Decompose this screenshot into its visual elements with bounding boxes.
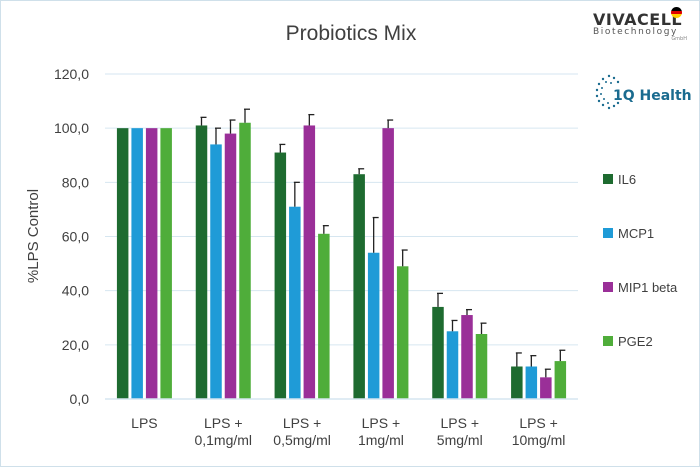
x-tick-label: 0,5mg/ml <box>273 432 331 448</box>
bar-pge2 <box>239 122 251 399</box>
legend-label: IL6 <box>618 172 636 187</box>
x-tick-label: 0,1mg/ml <box>194 432 252 448</box>
iq-health-logo: 1Q Health <box>593 70 693 114</box>
y-tick-label: 20,0 <box>62 337 89 353</box>
x-tick-label: 5mg/ml <box>437 432 483 448</box>
x-tick-label: 1mg/ml <box>358 432 404 448</box>
x-tick-label: LPS + <box>519 415 558 431</box>
bar-mip1-beta <box>461 315 473 399</box>
vivacell-logo-sub: Biotechnology <box>593 27 678 37</box>
x-tick-label: LPS + <box>204 415 243 431</box>
legend-swatch <box>603 228 613 238</box>
bar-il6 <box>195 125 208 399</box>
bar-mip1-beta <box>224 133 237 400</box>
legend-label: MCP1 <box>618 226 654 241</box>
legend-swatch <box>603 282 613 292</box>
bar-mcp1 <box>131 128 143 399</box>
legend-swatch <box>603 174 613 184</box>
bar-mcp1 <box>210 144 222 399</box>
legend-label: PGE2 <box>618 334 653 349</box>
y-tick-label: 60,0 <box>62 229 89 245</box>
bar-pge2 <box>160 128 172 399</box>
y-tick-label: 120,0 <box>54 66 89 82</box>
chart-title: Probiotics Mix <box>286 22 417 45</box>
bar-mip1-beta <box>382 128 394 399</box>
dotted-circle-icon <box>595 74 620 110</box>
bar-mcp1 <box>367 252 380 399</box>
bar-mip1-beta <box>540 377 552 399</box>
bar-pge2 <box>396 266 409 399</box>
x-tick-label: 10mg/ml <box>512 432 566 448</box>
y-tick-label: 100,0 <box>54 120 89 136</box>
x-tick-label: LPS + <box>440 415 479 431</box>
bar-mip1-beta <box>145 128 158 399</box>
legend-label: MIP1 beta <box>618 280 678 295</box>
bar-pge2 <box>554 361 567 399</box>
bar-mcp1 <box>525 366 538 399</box>
bar-il6 <box>116 128 129 399</box>
vivacell-logo-gmbh: GmbH <box>671 36 687 42</box>
vivacell-logo: VIVACELL Biotechnology GmbH <box>593 10 693 42</box>
german-flag-icon <box>671 7 682 18</box>
legend-swatch <box>603 336 613 346</box>
bar-pge2 <box>475 334 488 399</box>
x-tick-label: LPS <box>131 415 157 431</box>
vivacell-logo-name: VIVACELL <box>593 10 683 29</box>
x-tick-label: LPS + <box>283 415 322 431</box>
y-tick-label: 0,0 <box>70 391 90 407</box>
bar-mcp1 <box>446 331 459 399</box>
iq-health-logo-text: 1Q Health <box>613 88 692 104</box>
bar-il6 <box>432 306 444 399</box>
bar-mcp1 <box>289 206 301 399</box>
y-tick-label: 40,0 <box>62 283 89 299</box>
bar-il6 <box>353 174 365 399</box>
bar-pge2 <box>318 233 330 399</box>
bar-il6 <box>274 152 287 399</box>
bar-mip1-beta <box>303 125 316 399</box>
y-axis-label: %LPS Control <box>25 189 42 283</box>
bar-il6 <box>511 366 523 399</box>
y-tick-label: 80,0 <box>62 174 89 190</box>
x-tick-label: LPS + <box>362 415 401 431</box>
